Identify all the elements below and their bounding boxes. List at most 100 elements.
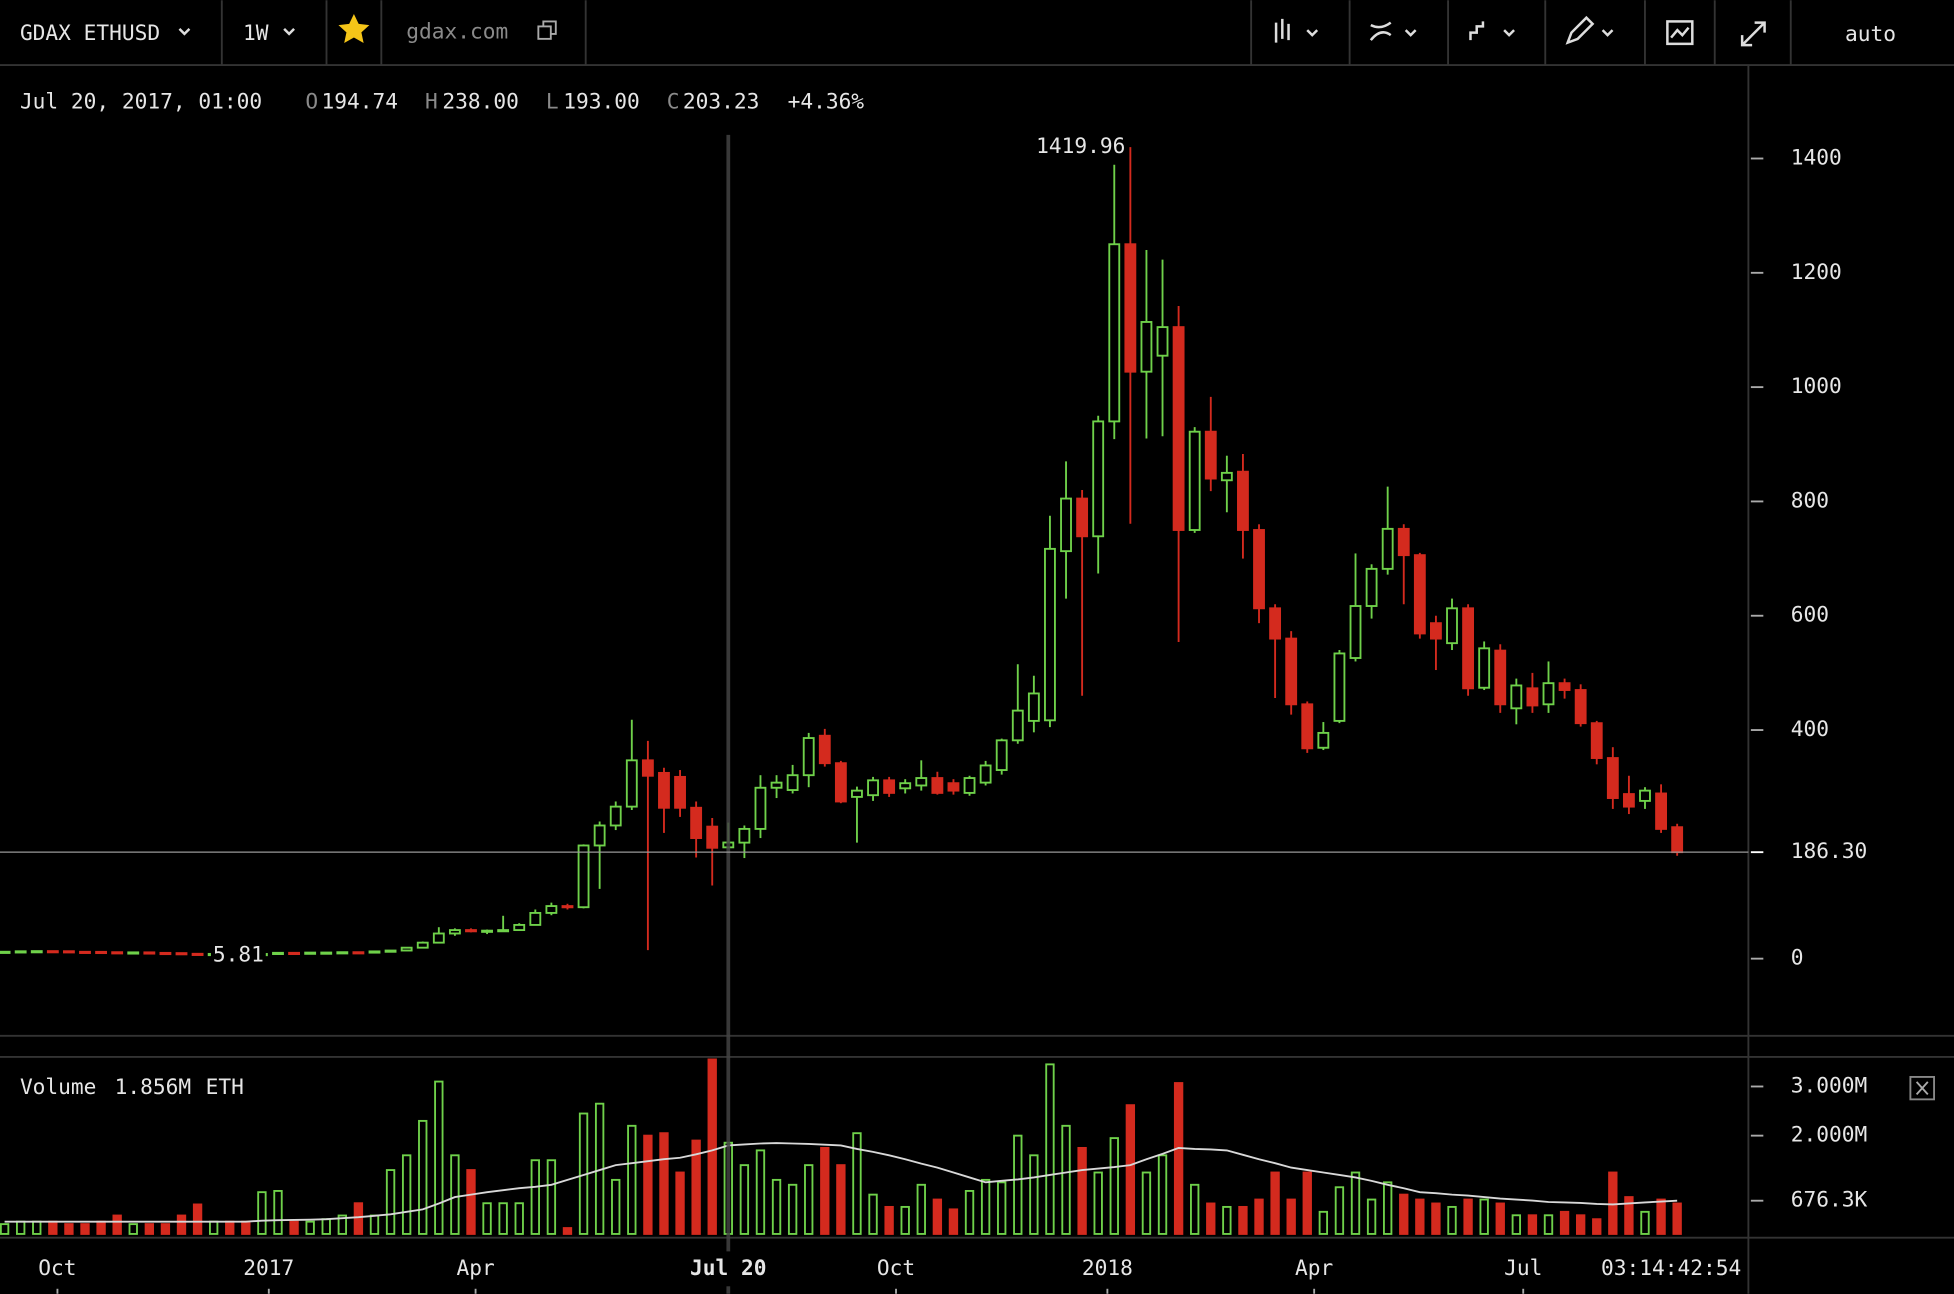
- low-value: 193.00: [563, 88, 639, 113]
- copy-icon[interactable]: [537, 25, 552, 40]
- volume-bar: [643, 1134, 653, 1235]
- candle-body: [963, 777, 976, 794]
- volume-bar: [1061, 1124, 1071, 1235]
- volume-bar: [1366, 1198, 1377, 1235]
- candle-body: [1140, 321, 1153, 373]
- volume-bar: [787, 1183, 798, 1235]
- candle-body: [1027, 692, 1040, 722]
- candle-body: [609, 805, 622, 827]
- volume-bar: [1270, 1171, 1280, 1235]
- source-link[interactable]: gdax.com: [406, 19, 508, 44]
- candle-body: [95, 950, 108, 955]
- interval-selector[interactable]: 1W: [243, 20, 269, 45]
- chevron: [283, 28, 295, 36]
- volume-bar: [466, 1169, 476, 1235]
- symbol-selector[interactable]: GDAX ETHUSD: [20, 20, 160, 45]
- y-tick-label: 400: [1791, 716, 1829, 741]
- volume-bar: [836, 1164, 846, 1235]
- close-volume-button[interactable]: [1909, 1075, 1935, 1101]
- candle-body: [1542, 682, 1555, 706]
- compare-button[interactable]: [1469, 21, 1515, 41]
- draw-button[interactable]: [1565, 15, 1614, 45]
- candle-body: [272, 951, 284, 956]
- y-tick-label: 800: [1791, 487, 1829, 512]
- candle-body: [368, 950, 381, 954]
- candle-body: [1108, 243, 1121, 423]
- candle-body: [1333, 652, 1346, 722]
- candle-body: [63, 950, 75, 954]
- candle-body: [770, 781, 783, 789]
- volume-tick-label: 3.000M: [1791, 1072, 1867, 1097]
- candle-body: [1478, 647, 1491, 689]
- volume-bar: [1656, 1198, 1666, 1235]
- candle-body: [1237, 470, 1249, 531]
- indicators-button[interactable]: [1369, 21, 1417, 41]
- volume-bar: [1608, 1171, 1618, 1235]
- volume-bar: [450, 1154, 460, 1235]
- min-low-label: 5.81: [213, 941, 264, 966]
- volume-bar: [257, 1191, 267, 1235]
- x-tick-label: Apr: [456, 1255, 494, 1280]
- volume-bar: [1383, 1181, 1393, 1235]
- volume-bar: [900, 1205, 910, 1235]
- candle-body: [1446, 607, 1458, 645]
- low-key: L: [546, 88, 559, 113]
- scale-mode[interactable]: auto: [1845, 21, 1896, 46]
- volume-bar: [1575, 1214, 1586, 1235]
- candle-body: [497, 929, 510, 933]
- candle-body: [1590, 722, 1603, 759]
- candle-body: [111, 951, 124, 955]
- candle-body: [0, 950, 11, 954]
- candle-body: [1317, 731, 1330, 749]
- volume-bar: [225, 1220, 235, 1235]
- fullscreen-button[interactable]: [1740, 21, 1766, 47]
- volume-bar: [1318, 1210, 1329, 1235]
- volume-bar: [1238, 1205, 1248, 1235]
- crosshair-date-background: [683, 1251, 774, 1287]
- candle-body: [1301, 703, 1314, 750]
- candle-body: [1413, 554, 1426, 635]
- candle-body: [432, 932, 445, 944]
- y-tick-label: 1000: [1791, 373, 1842, 398]
- candle-body: [352, 951, 365, 955]
- candle-body: [529, 911, 542, 926]
- candle-body: [288, 951, 300, 956]
- volume-bar: [80, 1223, 90, 1235]
- volume-bar: [112, 1214, 122, 1235]
- candle-body: [448, 929, 461, 935]
- volume-bar: [948, 1208, 959, 1235]
- bar-countdown: 03:14:42:54: [1601, 1255, 1741, 1280]
- screenshot-button[interactable]: [1666, 20, 1694, 46]
- volume-bar: [1624, 1196, 1634, 1235]
- candle-body: [175, 952, 188, 956]
- candle-body: [1622, 793, 1635, 808]
- candle-body: [1558, 682, 1571, 691]
- candle-body: [1076, 497, 1089, 538]
- candle-body: [127, 951, 140, 955]
- close-value: 203.23: [683, 88, 759, 113]
- volume-bar: [562, 1227, 573, 1235]
- volume-bar: [675, 1171, 685, 1235]
- candle-body: [1381, 527, 1394, 570]
- volume-bar: [932, 1198, 943, 1235]
- candle-body: [1462, 607, 1475, 690]
- crosshair-price-label: 186.30: [1791, 838, 1867, 863]
- chart-style-button[interactable]: [1274, 18, 1319, 43]
- volume-current: 1.856M: [115, 1074, 191, 1099]
- volume-bar: [1399, 1193, 1409, 1235]
- volume-bar: [884, 1205, 894, 1235]
- volume-bar: [1125, 1104, 1136, 1235]
- volume-bar: [418, 1119, 428, 1235]
- candle-body: [1204, 430, 1217, 480]
- volume-bar: [305, 1220, 315, 1235]
- favorite-star[interactable]: [338, 13, 370, 43]
- volume-bar: [755, 1149, 766, 1235]
- volume-bar: [691, 1139, 701, 1235]
- copy-icon-back: [542, 20, 557, 35]
- candle-body: [1430, 622, 1442, 640]
- volume-bar: [482, 1202, 492, 1235]
- x-tick-label: 2018: [1082, 1255, 1133, 1280]
- volume-bar: [128, 1223, 138, 1235]
- y-tick-label: 600: [1791, 602, 1829, 627]
